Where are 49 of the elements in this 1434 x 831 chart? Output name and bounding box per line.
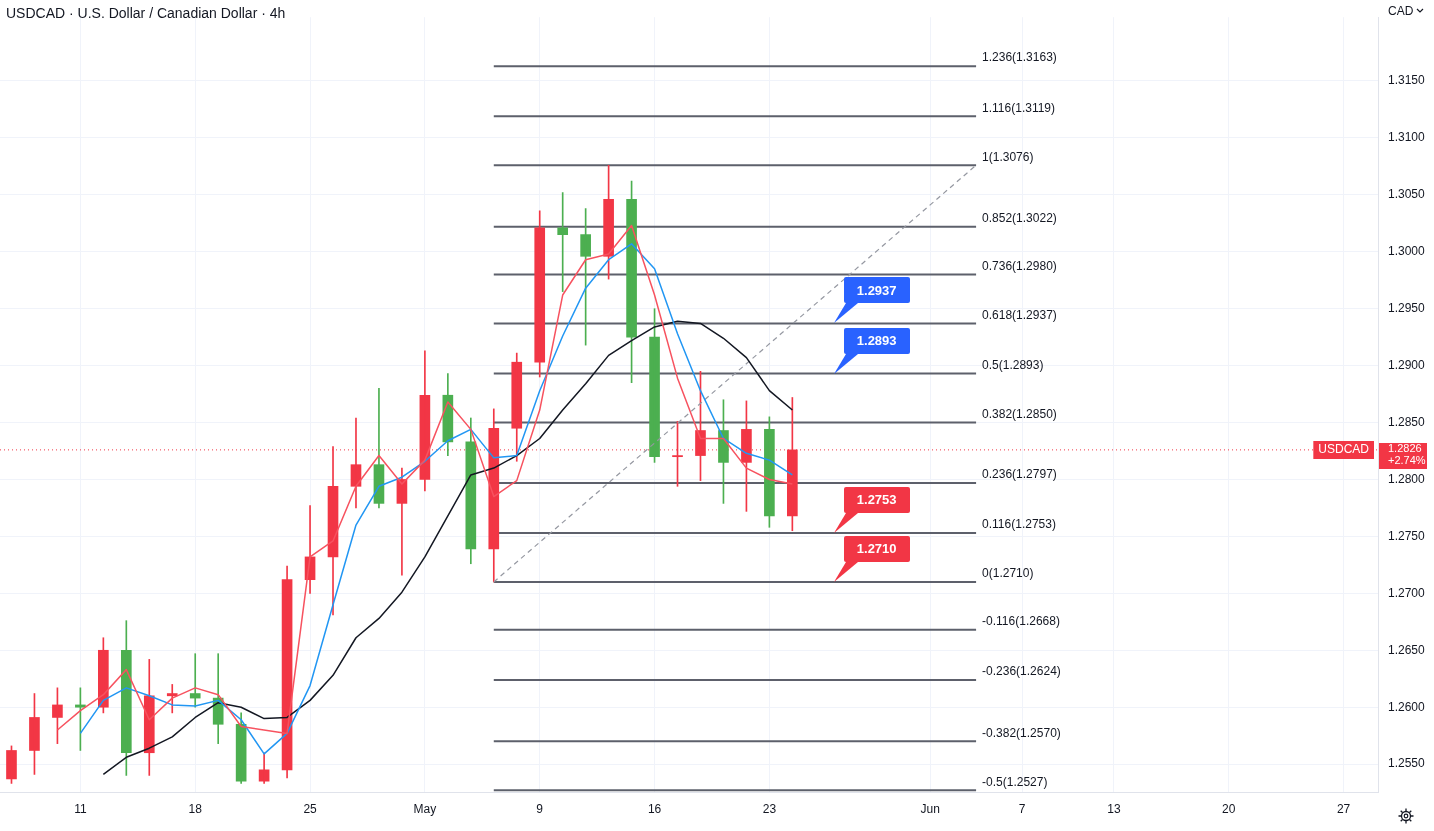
ref-line-label: 0.5(1.2893): [982, 357, 1044, 372]
x-tick-label: 27: [1336, 802, 1351, 817]
ref-line-label: USDCAD: [1318, 442, 1370, 457]
annotation: 1.2753: [843, 486, 910, 513]
annotation: 1.2937: [843, 277, 910, 304]
x-tick-label: Jun: [920, 802, 940, 817]
x-tick-label: 16: [647, 802, 662, 817]
ref-line-label: 0.736(1.2980): [982, 258, 1057, 273]
ref-line-label: 1(1.3076): [982, 149, 1034, 164]
x-tick-label: 20: [1222, 802, 1236, 817]
x-tick-label: 13: [1107, 802, 1121, 817]
ref-line-label: -0.116(1.2668): [982, 614, 1060, 629]
y-tick-label: 1.2600: [1388, 699, 1426, 714]
y-tick-label: 1.3000: [1388, 244, 1426, 259]
y-tick-label: 1.2850: [1388, 414, 1426, 429]
ref-line-label: -0.236(1.2624): [982, 664, 1061, 679]
ref-line-label: 0.236(1.2797): [982, 467, 1057, 482]
ref-line-label: 0.852(1.3022): [982, 211, 1057, 226]
x-tick-label: 25: [303, 802, 318, 817]
ref-line-label: 0(1.2710): [982, 566, 1034, 581]
y-tick-label: 1.2950: [1388, 301, 1426, 315]
ref-line-label: 0.382(1.2850): [982, 406, 1057, 421]
y-tick-label: 1.2800: [1388, 471, 1426, 486]
ref-line-label: 1.116(1.3119): [982, 100, 1056, 115]
y-tick-label: 1.2650: [1388, 642, 1426, 657]
annotation: 1.2710: [843, 535, 910, 562]
x-tick-label: 23: [762, 802, 777, 817]
y-tick-label: 1.2550: [1388, 756, 1426, 771]
x-tick-label: 11: [74, 802, 87, 817]
y-tick-label: 1.2700: [1388, 585, 1426, 600]
ref-line-label: 0.116(1.2753): [982, 517, 1056, 532]
text: +2.74%: [1388, 453, 1426, 466]
ref-line-label: 1.236(1.3163): [982, 50, 1057, 65]
y-tick-label: 1.3100: [1388, 130, 1426, 145]
ref-line-label: -0.382(1.2570): [982, 725, 1061, 740]
text: 1.2826: [1388, 441, 1422, 454]
x-tick-label: 7: [1018, 802, 1026, 817]
chart-title: USDCAD · U.S. Dollar / Canadian Dollar · 4h: [6, 4, 286, 21]
ref-line-label: 0.618(1.2937): [982, 307, 1057, 322]
x-tick-label: 18: [188, 802, 203, 817]
y-tick-label: 1.3150: [1388, 73, 1426, 88]
y-tick-label: 1.3050: [1388, 187, 1426, 202]
x-tick-label: May: [413, 802, 437, 817]
ref-line-label: -0.5(1.2527): [982, 774, 1048, 789]
y-tick-label: 1.2900: [1388, 357, 1426, 372]
y-tick-label: 1.2750: [1388, 528, 1426, 543]
annotation: 1.2893: [843, 327, 910, 354]
x-tick-label: 9: [536, 802, 544, 817]
y-axis-title: CAD: [1388, 4, 1414, 19]
